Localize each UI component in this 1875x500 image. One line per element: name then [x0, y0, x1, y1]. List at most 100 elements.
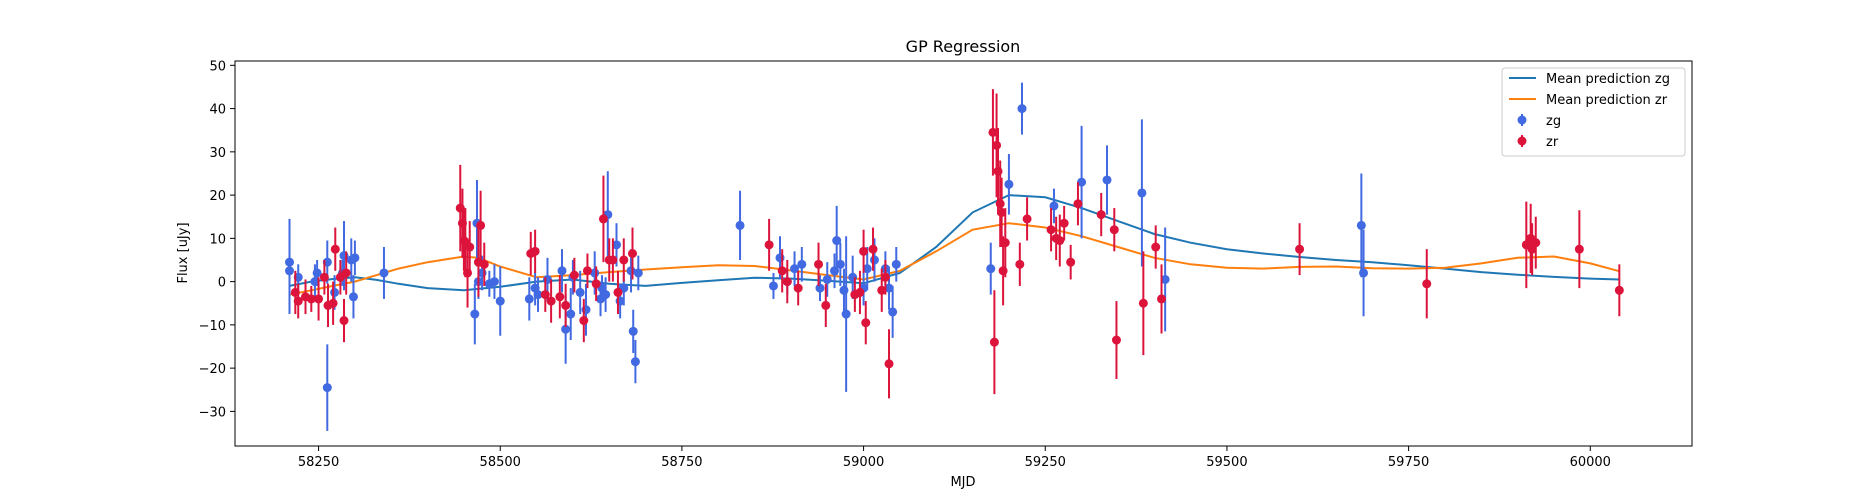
data-point-zg	[379, 247, 389, 299]
marker-zr	[613, 287, 623, 297]
data-point-zg	[601, 277, 611, 312]
data-point-zg	[891, 247, 901, 282]
data-point-zr	[880, 259, 890, 295]
data-point-zr	[998, 236, 1008, 306]
data-point-zg	[841, 236, 851, 392]
data-point-zr	[1073, 182, 1083, 226]
data-point-zg	[322, 344, 332, 431]
marker-zr	[314, 294, 324, 304]
y-tick-label: 20	[209, 189, 226, 204]
y-tick-label: −20	[199, 362, 226, 377]
marker-zr	[992, 140, 1002, 150]
x-tick-label: 59750	[1388, 455, 1429, 470]
y-tick-label: 30	[209, 146, 226, 161]
marker-zr	[777, 266, 787, 276]
data-point-zg	[557, 249, 567, 293]
data-point-zg	[285, 227, 295, 315]
data-point-zr	[1157, 264, 1167, 334]
data-point-zg	[862, 247, 872, 291]
x-tick-label: 60000	[1570, 455, 1611, 470]
plot-content	[285, 82, 1624, 431]
data-point-zr	[339, 298, 349, 343]
y-tick-label: −10	[199, 319, 226, 334]
marker-zr	[530, 246, 540, 256]
marker-zr	[877, 285, 887, 295]
data-point-zg	[533, 277, 543, 312]
marker-zr	[1531, 238, 1541, 248]
data-point-zg	[1004, 154, 1014, 215]
marker-zr	[465, 242, 475, 252]
marker-zr	[598, 214, 608, 224]
marker-zg	[1137, 188, 1147, 198]
mean-prediction-line-zr	[289, 222, 1620, 296]
marker-zr	[1157, 294, 1167, 304]
y-tick-label: 50	[209, 59, 226, 74]
legend-marker-swatch	[1517, 115, 1527, 125]
marker-zr	[1059, 218, 1069, 228]
data-point-zg	[797, 247, 807, 282]
marker-zg	[797, 259, 807, 269]
marker-zr	[989, 337, 999, 347]
data-point-zr	[868, 227, 878, 271]
data-point-zr	[569, 257, 579, 293]
data-point-zg	[822, 262, 832, 297]
data-point-zg	[1359, 229, 1369, 317]
marker-zr	[995, 199, 1005, 209]
marker-zr	[293, 296, 303, 306]
marker-zr	[1574, 244, 1584, 254]
data-point-zr	[1531, 216, 1541, 269]
marker-zr	[1151, 242, 1161, 252]
marker-zr	[561, 300, 571, 310]
marker-zr	[1055, 236, 1065, 246]
marker-zr	[546, 296, 556, 306]
data-point-zg	[630, 340, 640, 384]
marker-zr	[339, 316, 349, 326]
y-tick-label: 0	[218, 276, 226, 291]
y-axis-label: Flux [uJy]	[176, 222, 191, 283]
marker-zr	[1109, 225, 1119, 235]
marker-zr	[997, 207, 1007, 217]
data-point-zr	[859, 229, 869, 273]
marker-zr	[1422, 279, 1432, 289]
marker-zg	[832, 236, 842, 246]
marker-zg	[533, 290, 543, 300]
marker-zr	[855, 287, 865, 297]
data-point-zr	[1295, 223, 1305, 276]
legend-entry: Mean prediction zg	[1509, 72, 1670, 87]
marker-zr	[1022, 214, 1032, 224]
marker-zg	[630, 357, 640, 367]
data-point-zg	[1160, 227, 1170, 332]
x-tick-label: 58750	[661, 455, 702, 470]
data-point-zg	[495, 266, 505, 336]
legend-label: Mean prediction zg	[1546, 72, 1670, 87]
marker-zg	[891, 259, 901, 269]
data-point-zr	[777, 249, 787, 293]
data-point-zr	[989, 290, 999, 395]
data-point-zr	[306, 285, 316, 312]
data-point-zr	[1096, 192, 1106, 237]
data-point-zr	[1046, 208, 1056, 252]
data-point-zg	[986, 242, 996, 295]
data-point-zr	[608, 238, 618, 282]
marker-zg	[350, 253, 360, 263]
marker-zg	[322, 383, 332, 393]
marker-zg	[884, 283, 894, 293]
data-point-zr	[540, 277, 550, 312]
plot-area	[285, 82, 1624, 431]
data-point-zg	[790, 251, 800, 286]
legend-label: zg	[1546, 114, 1561, 129]
marker-zg	[489, 277, 499, 287]
marker-zg	[601, 290, 611, 300]
legend-label: Mean prediction zr	[1546, 93, 1668, 108]
legend-label: zr	[1546, 135, 1559, 150]
x-tick-label: 59000	[843, 455, 884, 470]
marker-zr	[582, 266, 592, 276]
data-point-zr	[1526, 203, 1536, 273]
axes-frame	[234, 60, 1693, 447]
data-point-zg	[489, 264, 499, 299]
marker-zr	[306, 294, 316, 304]
marker-zg	[790, 264, 800, 274]
marker-zr	[619, 255, 629, 265]
x-axis-label: MJD	[950, 475, 975, 490]
